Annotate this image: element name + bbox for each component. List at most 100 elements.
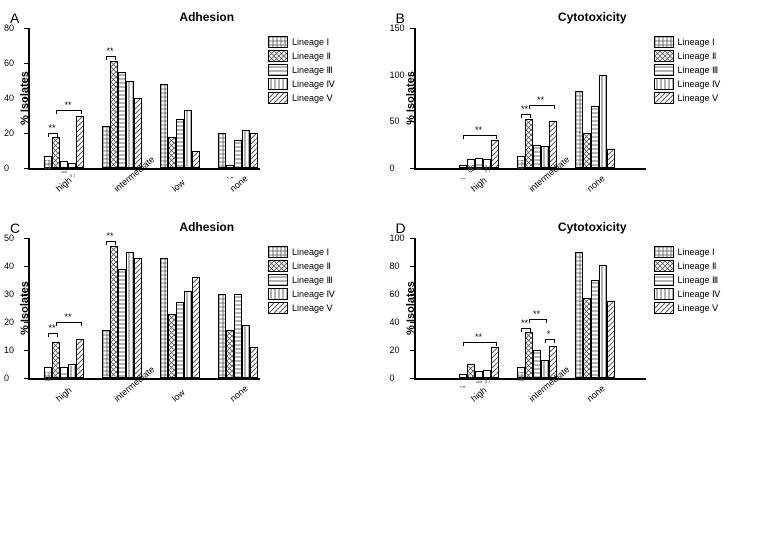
legend-item: Lineage Ⅳ: [654, 288, 721, 300]
legend-swatch: [268, 78, 288, 90]
bar: [242, 130, 250, 169]
bar-group: [459, 140, 499, 168]
bar-group: [575, 75, 615, 168]
y-axis-label: % Isolates: [19, 281, 31, 335]
bar: [218, 133, 226, 168]
bar: [483, 370, 491, 378]
ytick-label: 80: [390, 261, 400, 271]
bar: [184, 110, 192, 168]
legend-item: Lineage Ⅴ: [268, 302, 335, 314]
ytick-label: 10: [4, 345, 14, 355]
legend-swatch: [654, 274, 674, 286]
legend-item: Lineage Ⅱ: [268, 50, 335, 62]
bar: [583, 133, 591, 168]
bar: [102, 126, 110, 168]
legend-label: Lineage Ⅴ: [292, 303, 333, 314]
ytick-label: 0: [4, 163, 9, 173]
legend-label: Lineage Ⅱ: [678, 51, 717, 62]
bar-group: [102, 61, 142, 168]
significance-label: **: [521, 104, 528, 114]
significance-bracket: [48, 133, 58, 137]
bar: [575, 91, 583, 168]
legend-swatch: [654, 50, 674, 62]
legend-item: Lineage Ⅴ: [654, 92, 721, 104]
bar-group: [102, 246, 142, 378]
legend-item: Lineage Ⅴ: [268, 92, 335, 104]
y-axis-label: % Isolates: [404, 71, 416, 125]
legend-label: Lineage Ⅳ: [678, 289, 721, 300]
significance-label: *: [547, 329, 551, 339]
bar: [475, 158, 483, 168]
ytick-label: 80: [4, 23, 14, 33]
bar: [607, 301, 615, 378]
significance-bracket: [529, 319, 547, 323]
bar: [517, 156, 525, 168]
ytick-label: 60: [4, 58, 14, 68]
legend-item: Lineage Ⅳ: [268, 288, 335, 300]
y-axis-label: % Isolates: [404, 281, 416, 335]
plot-area: % Isolates050100150highintermediatenone*…: [414, 28, 646, 170]
significance-label: **: [64, 312, 71, 322]
significance-label: **: [521, 318, 528, 328]
bar: [134, 98, 142, 168]
bar: [118, 269, 126, 378]
legend-swatch: [268, 246, 288, 258]
legend-label: Lineage Ⅲ: [678, 275, 719, 286]
legend-swatch: [268, 260, 288, 272]
bar: [475, 371, 483, 378]
bar: [250, 347, 258, 378]
bar: [118, 72, 126, 168]
bar: [533, 350, 541, 378]
significance-bracket: [106, 241, 116, 245]
bar: [467, 364, 475, 378]
bar: [583, 298, 591, 378]
legend-label: Lineage Ⅳ: [292, 289, 335, 300]
bar: [176, 119, 184, 168]
bar: [591, 280, 599, 378]
legend-swatch: [654, 64, 674, 76]
legend-swatch: [268, 288, 288, 300]
bar: [607, 149, 615, 168]
bar: [541, 146, 549, 168]
legend: Lineage ⅠLineage ⅡLineage ⅢLineage ⅣLine…: [268, 36, 335, 170]
legend-item: Lineage Ⅰ: [654, 36, 721, 48]
ytick-label: 150: [390, 23, 405, 33]
bar: [110, 246, 118, 378]
bar: [184, 291, 192, 378]
ytick-label: 0: [390, 163, 395, 173]
significance-label: **: [475, 125, 482, 135]
legend-swatch: [268, 50, 288, 62]
significance-bracket: [529, 105, 555, 109]
legend-swatch: [654, 78, 674, 90]
bar: [525, 119, 533, 168]
bar: [44, 367, 52, 378]
legend-swatch: [268, 36, 288, 48]
chart-box: Cytotoxicity% Isolates050100150highinter…: [414, 10, 761, 210]
ytick-label: 20: [4, 317, 14, 327]
bar: [525, 332, 533, 378]
bar: [110, 61, 118, 168]
significance-label: **: [48, 323, 55, 333]
bar: [176, 302, 184, 378]
bar: [491, 140, 499, 168]
chart-box: Cytotoxicity% Isolates020406080100highin…: [414, 220, 761, 420]
bar: [459, 374, 467, 378]
bar: [541, 360, 549, 378]
significance-label: **: [48, 123, 55, 133]
legend: Lineage ⅠLineage ⅡLineage ⅢLineage ⅣLine…: [268, 246, 335, 380]
significance-bracket: [545, 339, 555, 343]
ytick-label: 40: [4, 261, 14, 271]
bar: [218, 294, 226, 378]
legend-swatch: [268, 302, 288, 314]
legend-item: Lineage Ⅲ: [654, 64, 721, 76]
chart-title: Adhesion: [28, 220, 386, 234]
legend-item: Lineage Ⅲ: [268, 274, 335, 286]
bar: [226, 330, 234, 378]
legend-label: Lineage Ⅴ: [292, 93, 333, 104]
significance-label: **: [475, 332, 482, 342]
significance-label: **: [533, 309, 540, 319]
bar: [160, 84, 168, 168]
ytick-label: 20: [390, 345, 400, 355]
bar: [517, 367, 525, 378]
legend-swatch: [268, 92, 288, 104]
